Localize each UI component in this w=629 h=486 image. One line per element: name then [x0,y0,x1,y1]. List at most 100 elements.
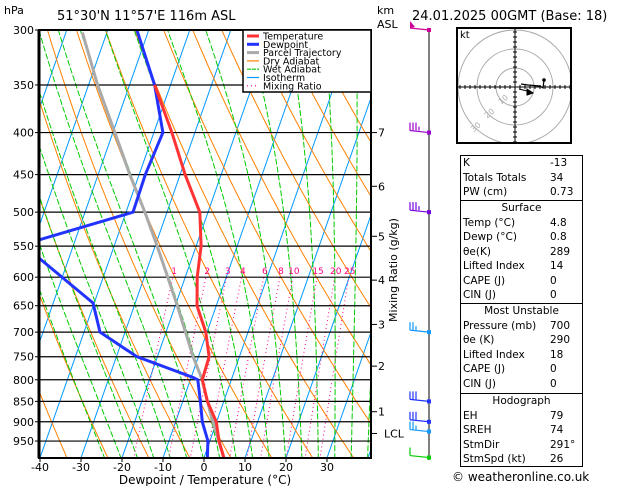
hodograph-table: Hodograph EH 79 SREH 74 StmDir 291° StmSpd (kt… [460,393,583,467]
mixing-ratio-label: 8 [278,267,284,277]
row-value: 34 [550,171,564,184]
pressure-tick-label: 350 [13,79,34,92]
row-value: -13 [550,157,568,169]
temperature-line [153,84,226,458]
mixing-ratio-line [260,277,294,458]
row-label: StmDir [463,438,500,451]
pressure-tick-label: 300 [13,24,34,37]
wind-barb-shaft [409,209,430,213]
km-tick-label: 5 [378,230,385,243]
mixing-ratio-line [246,277,281,458]
row-label: StmSpd (kt) [463,453,526,465]
dry-adiabat-line [134,30,355,458]
legend-label: Mixing Ratio [263,81,322,92]
pressure-tick-label: 600 [13,271,34,284]
location-title: 51°30'N 11°57'E 116m ASL [57,9,236,24]
hodograph-unit-label: kt [460,30,470,41]
mixing-ratio-label: 6 [262,267,268,277]
pressure-unit-label: hPa [4,4,24,17]
mixing-ratio-label: 10 [288,267,300,277]
hodograph-point [542,78,546,82]
pressure-tick-label: 550 [13,240,34,253]
mixing-ratio-axis-title: Mixing Ratio (g/kg) [387,218,400,322]
row-value: 290 [550,334,571,346]
pressure-tick-label: 900 [13,416,34,429]
isotherm-line [80,30,232,458]
row-label: K [463,157,470,169]
table-row: Lifted Index 18 [461,348,582,363]
row-label: Lifted Index [463,260,525,272]
pressure-tick-label: 450 [13,169,34,182]
most-unstable-table: Most Unstable Pressure (mb) 700 θe (K) 290 L… [460,303,583,394]
table-row: Temp (°C) 4.8 [461,216,582,231]
isotherm-line [244,96,371,458]
isotherm-line [39,30,68,111]
mixing-ratio-label: 20 [330,267,342,277]
surface-table: Surface Temp (°C) 4.8 Dewp (°C) 0.8 θe(K) 289… [460,200,583,304]
mixing-ratio-label: 4 [240,267,246,277]
wind-barb-shaft [409,129,430,134]
hodograph-title: Hodograph [492,395,551,407]
wet-adiabat-line [350,30,358,458]
pressure-tick-label: 800 [13,374,34,387]
row-value: 79 [550,409,564,422]
dry-adiabat-line [279,30,371,198]
pressure-tick-label: 850 [13,395,34,408]
mixing-ratio-line [285,277,318,458]
wind-barb-shaft [409,329,430,333]
km-tick-label: 7 [378,127,385,140]
km-tick-label: 3 [378,318,385,331]
row-label: Pressure (mb) [463,319,537,332]
row-label: Lifted Index [463,348,525,361]
mixing-ratio-label: 15 [312,267,323,277]
table-row: Lifted Index 14 [461,259,582,274]
wind-barb-shaft [409,398,430,402]
wet-adiabat-line [323,30,336,458]
dewpoint-line [39,30,210,458]
plot-area [39,30,371,458]
dry-adiabat-line [105,30,314,458]
wet-adiabat-line [167,30,270,458]
km-label: km [377,4,395,17]
wet-adiabat-line [287,30,319,458]
row-label: CIN (J) [463,289,496,301]
dry-adiabat-line [39,194,150,458]
pressure-tick-label: 500 [13,206,34,219]
legend-label: Parcel Trajectory [263,48,342,59]
asl-label: ASL [377,18,398,31]
dry-adiabat-line [221,30,371,309]
mixing-ratio-label: 25 [344,267,355,277]
row-value: 4.8 [550,216,567,229]
table-row: Totals Totals 34 [461,171,582,186]
km-tick-label: 2 [378,360,385,373]
table-row: SREH 74 [461,423,582,438]
table-row: K -13 [461,156,582,171]
mixing-ratio-label: 1 [171,267,177,277]
table-row: CIN (J) 0 [461,288,582,303]
footer-credit: © weatheronline.co.uk [452,470,590,484]
wet-adiabat-line [39,241,122,458]
row-value: 0.73 [550,186,574,198]
pressure-tick-label: 700 [13,326,34,339]
wet-adiabat-line [39,286,106,458]
wind-barb-shaft [409,27,430,31]
row-value: 289 [550,245,571,258]
wet-adiabat-line [39,88,171,458]
table-row: StmSpd (kt) 26 [461,452,582,467]
row-value: 0 [550,289,557,301]
x-tick-label: 10 [238,461,252,474]
mixing-ratio-line [304,277,336,458]
mixing-ratio-label: 2 [204,267,210,277]
row-value: 291° [550,438,576,451]
row-value: 14 [550,260,564,272]
mixing-ratio-line [319,277,350,458]
isotherm-line [39,30,109,228]
row-value: 26 [550,453,564,465]
wind-barbs [409,21,431,460]
pressure-tick-label: 400 [13,127,34,140]
legend-label: Dewpoint [263,40,308,51]
dry-adiabat-line [192,30,371,366]
km-tick-label: 4 [378,274,385,287]
